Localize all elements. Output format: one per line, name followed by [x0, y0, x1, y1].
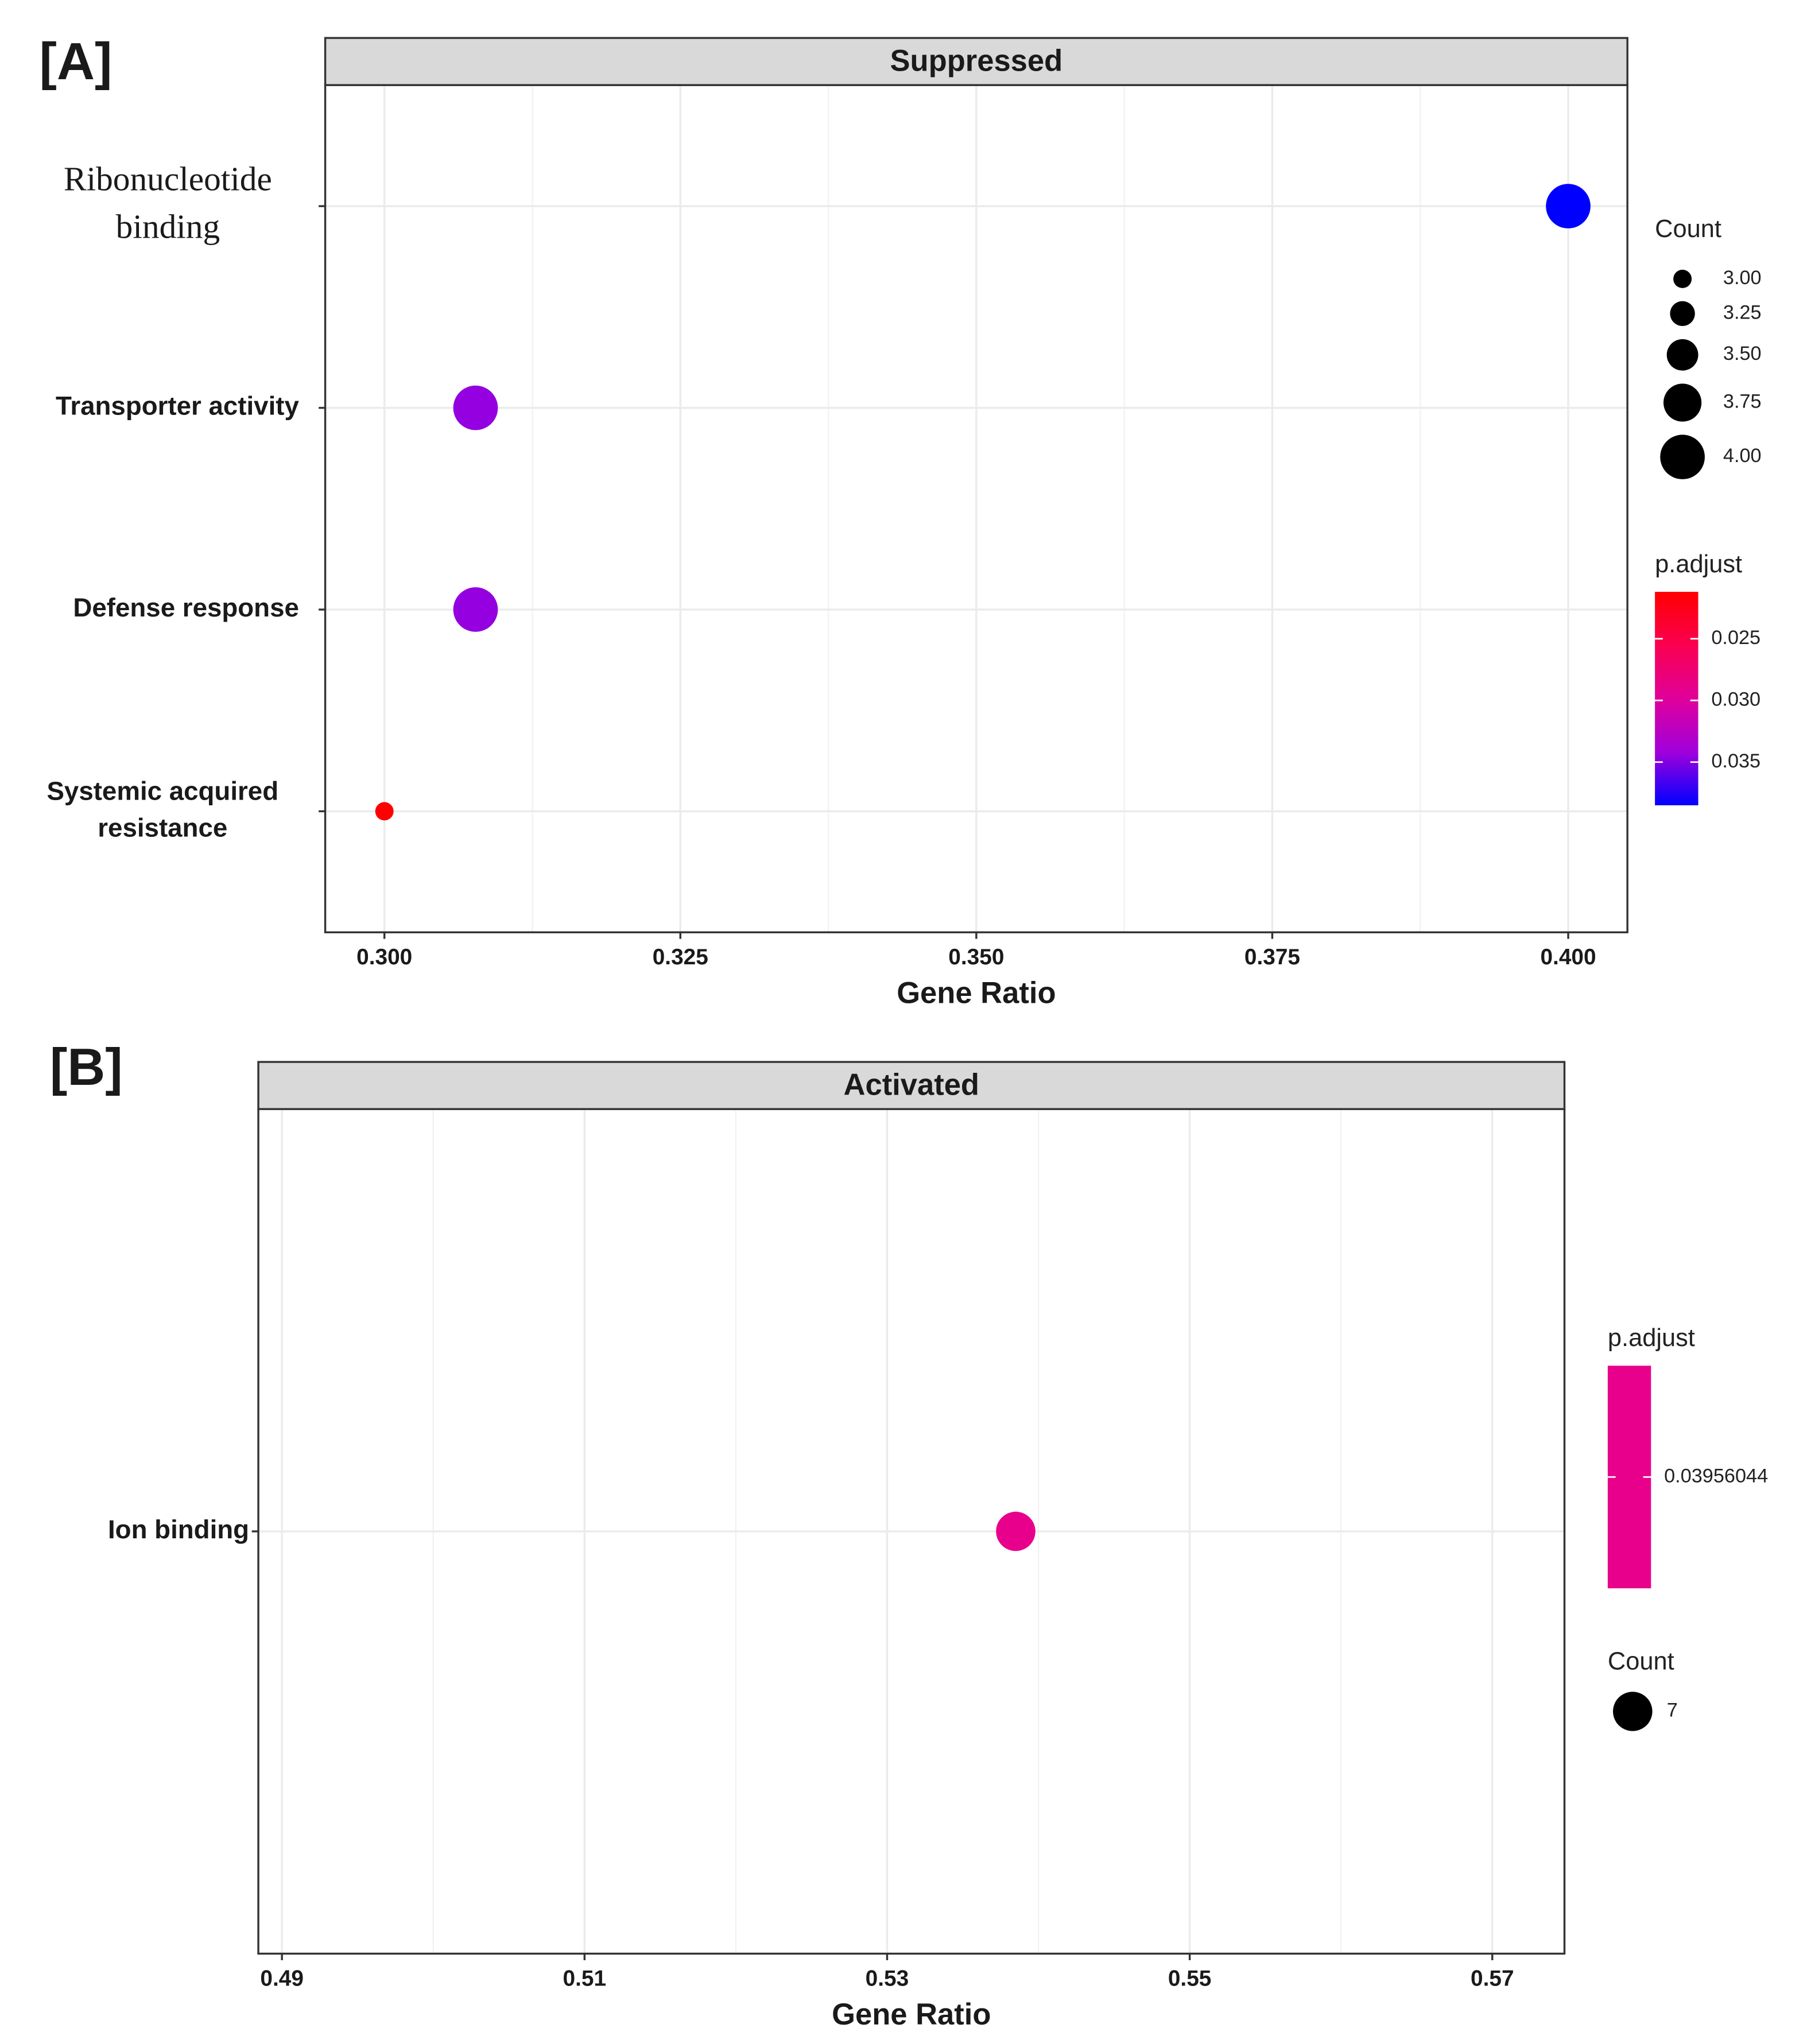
- strip: [324, 37, 1628, 86]
- panel-border: [257, 1108, 1566, 1955]
- legend-label: 3.00: [1723, 267, 1762, 289]
- y-tick-label: Defense response: [73, 593, 298, 622]
- legend-key: [1673, 269, 1692, 288]
- colorbar-label: 0.035: [1711, 750, 1760, 772]
- panel-label: [B]: [50, 1038, 123, 1096]
- y-tick-label: Systemic acquired resistance: [46, 777, 278, 843]
- x-tick-label: 0.51: [563, 1966, 607, 1991]
- colorbar: [1655, 592, 1698, 805]
- x-tick-label: 0.350: [948, 945, 1004, 969]
- dot: [1546, 184, 1591, 228]
- legend-label: 4.00: [1723, 445, 1762, 467]
- panel-title: Activated: [844, 1068, 980, 1101]
- legend-key: [1660, 435, 1705, 479]
- legend-title: p.adjust: [1655, 550, 1742, 578]
- legend-title: p.adjust: [1608, 1324, 1695, 1352]
- x-tick-label: 0.375: [1244, 945, 1300, 969]
- legend-label: 3.75: [1723, 391, 1762, 413]
- legend-key: [1663, 383, 1702, 422]
- dot: [996, 1511, 1036, 1552]
- dot: [375, 802, 394, 821]
- legend-title: Count: [1655, 215, 1721, 243]
- legend-key: [1666, 339, 1698, 371]
- x-tick-label: 0.49: [260, 1966, 304, 1991]
- y-tick-label: Transporter activity: [56, 391, 300, 421]
- dot: [453, 385, 498, 430]
- x-tick-label: 0.57: [1471, 1966, 1514, 1991]
- legend-label: 3.50: [1723, 343, 1762, 364]
- legend-label: 3.25: [1723, 301, 1762, 323]
- colorbar-label: 0.030: [1711, 688, 1760, 710]
- legend-title: Count: [1608, 1648, 1674, 1675]
- x-tick-label: 0.53: [866, 1966, 909, 1991]
- panel-title: Suppressed: [890, 44, 1062, 77]
- x-tick-label: 0.300: [356, 945, 412, 969]
- y-tick-label: Ion binding: [108, 1515, 249, 1544]
- panel-label: [A]: [40, 32, 113, 91]
- legend-key: [1613, 1692, 1653, 1731]
- x-tick-label: 0.400: [1540, 945, 1596, 969]
- colorbar-label: 0.025: [1711, 627, 1760, 649]
- x-tick-label: 0.325: [653, 945, 708, 969]
- legend-key: [1670, 301, 1695, 327]
- y-tick-label: Ribonucleotide binding: [64, 160, 272, 245]
- colorbar-label: 0.03956044: [1664, 1465, 1768, 1487]
- x-axis-title: Gene Ratio: [897, 976, 1056, 1010]
- panel-border: [324, 84, 1628, 933]
- legend-label: 7: [1667, 1700, 1678, 1721]
- dot: [453, 587, 498, 632]
- x-tick-label: 0.55: [1168, 1966, 1212, 1991]
- x-axis-title: Gene Ratio: [832, 1998, 991, 2031]
